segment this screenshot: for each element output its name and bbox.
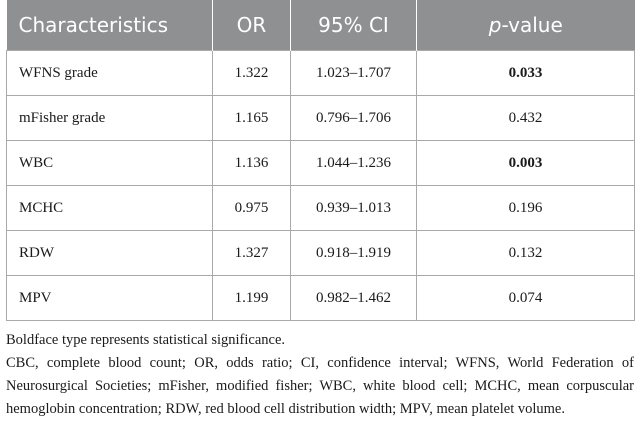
- cell-ci: 0.796–1.706: [290, 95, 417, 141]
- cell-characteristic: MCHC: [6, 185, 213, 231]
- cell-characteristic: mFisher grade: [6, 95, 213, 141]
- cell-or: 1.327: [212, 230, 291, 276]
- cell-or: 1.136: [212, 140, 291, 186]
- cell-characteristic: RDW: [6, 230, 213, 276]
- footnote-boldface: Boldface type represents statistical sig…: [6, 332, 286, 348]
- header-ci: 95% CI: [290, 0, 417, 51]
- table-row: RDW 1.327 0.918–1.919 0.132: [6, 230, 635, 276]
- cell-p-value: 0.132: [416, 230, 635, 276]
- header-p-italic: p: [488, 13, 502, 37]
- header-characteristics: Characteristics: [6, 0, 213, 51]
- header-p-suffix: -value: [501, 13, 563, 37]
- table-footnotes: Boldface type represents statistical sig…: [6, 329, 634, 421]
- cell-or: 1.322: [212, 50, 291, 96]
- cell-p-value: 0.003: [416, 140, 635, 186]
- cell-characteristic: MPV: [6, 275, 213, 321]
- table-row: MCHC 0.975 0.939–1.013 0.196: [6, 185, 635, 231]
- header-p-value: p-value: [416, 0, 635, 51]
- table-row: WBC 1.136 1.044–1.236 0.003: [6, 140, 635, 186]
- footnote-abbreviations: CBC, complete blood count; OR, odds rati…: [6, 355, 634, 417]
- results-table: Characteristics OR 95% CI p-value WFNS g…: [6, 0, 635, 321]
- table-container: Characteristics OR 95% CI p-value WFNS g…: [6, 0, 635, 421]
- table-body: WFNS grade 1.322 1.023–1.707 0.033 mFish…: [6, 50, 635, 321]
- cell-ci: 0.939–1.013: [290, 185, 417, 231]
- cell-characteristic: WFNS grade: [6, 50, 213, 96]
- table-header: Characteristics OR 95% CI p-value: [6, 0, 635, 51]
- cell-or: 1.199: [212, 275, 291, 321]
- table-row: mFisher grade 1.165 0.796–1.706 0.432: [6, 95, 635, 141]
- cell-ci: 0.982–1.462: [290, 275, 417, 321]
- cell-p-value: 0.033: [416, 50, 635, 96]
- cell-ci: 1.023–1.707: [290, 50, 417, 96]
- header-or: OR: [212, 0, 291, 51]
- cell-p-value: 0.074: [416, 275, 635, 321]
- cell-ci: 1.044–1.236: [290, 140, 417, 186]
- cell-or: 0.975: [212, 185, 291, 231]
- table-row: WFNS grade 1.322 1.023–1.707 0.033: [6, 50, 635, 96]
- cell-p-value: 0.432: [416, 95, 635, 141]
- cell-ci: 0.918–1.919: [290, 230, 417, 276]
- cell-p-value: 0.196: [416, 185, 635, 231]
- cell-characteristic: WBC: [6, 140, 213, 186]
- header-row: Characteristics OR 95% CI p-value: [6, 0, 635, 51]
- table-row: MPV 1.199 0.982–1.462 0.074: [6, 275, 635, 321]
- cell-or: 1.165: [212, 95, 291, 141]
